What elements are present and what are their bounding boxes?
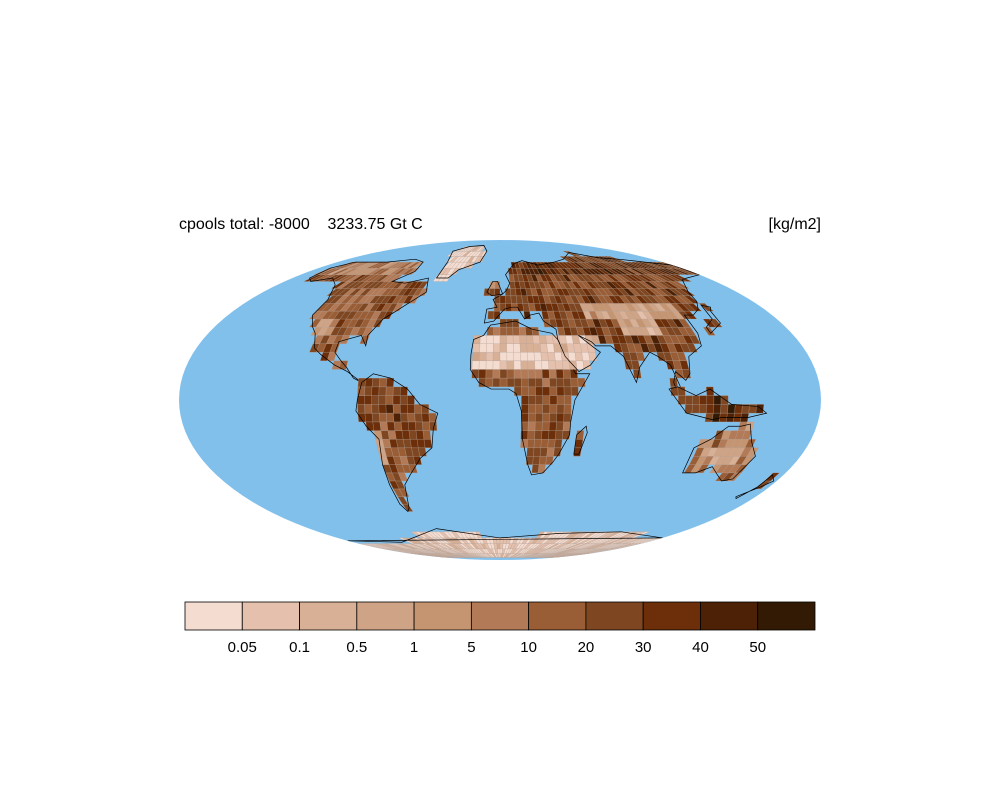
coastline: [573, 425, 588, 455]
landmass-south-america: [355, 373, 439, 513]
grid-cell: [478, 246, 487, 252]
colorbar-swatch: [757, 601, 816, 631]
landmass-north-america: [303, 258, 429, 383]
colorbar-label: 50: [749, 639, 766, 656]
coastline: [355, 373, 439, 513]
colorbar-label: 5: [467, 639, 475, 656]
coastline: [735, 474, 775, 500]
colorbar-label: 0.05: [228, 639, 257, 656]
colorbar-label: 40: [692, 639, 709, 656]
grid-cell: [480, 251, 488, 257]
landmass-eurasia: [483, 251, 702, 399]
coastline: [469, 320, 591, 476]
grid-cell: [428, 413, 437, 423]
landmass-japan: [698, 303, 723, 336]
grid-cell: [400, 386, 408, 396]
colorbar-swatch: [585, 601, 644, 631]
grid-cell: [764, 472, 780, 482]
grid-cell: [744, 439, 757, 448]
grid-cell: [386, 377, 395, 387]
colorbar-swatch: [299, 601, 358, 631]
landmass-antarctica: [347, 528, 663, 558]
colorbar-label: 1: [410, 639, 418, 656]
colorbar-swatch: [642, 601, 701, 631]
coastline: [347, 528, 663, 543]
colorbar-swatch: [528, 601, 587, 631]
colorbar-label: 0.1: [289, 639, 310, 656]
coastline: [668, 386, 768, 421]
landmass-africa: [469, 318, 591, 476]
coastline: [483, 252, 702, 399]
plot-title: cpools total: -8000 3233.75 Gt C: [179, 216, 423, 233]
grid-cell: [417, 281, 429, 289]
colorbar-swatch: [184, 601, 243, 631]
grid-cell: [407, 395, 415, 405]
coastline: [435, 245, 488, 279]
coastline: [486, 281, 504, 297]
grid-cell: [421, 404, 430, 414]
colorbar-label: 10: [520, 639, 537, 656]
colorbar-swatch: [413, 601, 472, 631]
landmass-madagascar: [573, 425, 588, 457]
grid-cell: [338, 360, 349, 370]
colorbar-label: 30: [635, 639, 652, 656]
landmass-australia: [682, 421, 759, 482]
landmass-greenland: [432, 245, 488, 282]
grid-cell: [746, 447, 759, 457]
landmass-indonesia: [668, 386, 768, 423]
grid-cell: [677, 386, 686, 396]
colorbar-swatch: [356, 601, 415, 631]
landmass-new-zealand: [735, 472, 780, 500]
grid-cell: [494, 281, 501, 289]
colorbar-swatch: [241, 601, 300, 631]
grid-cell: [744, 421, 755, 431]
coastline: [682, 423, 756, 482]
grid-cell: [706, 386, 715, 396]
colorbar-label: 20: [578, 639, 595, 656]
colorbar-swatch: [700, 601, 759, 631]
coastline: [309, 258, 429, 383]
coastline: [700, 304, 721, 334]
units-label: [kg/m2]: [768, 216, 821, 233]
colorbar-label: 0.5: [346, 639, 367, 656]
colorbar-swatch: [470, 601, 530, 631]
landmass-british-isles: [483, 281, 504, 297]
